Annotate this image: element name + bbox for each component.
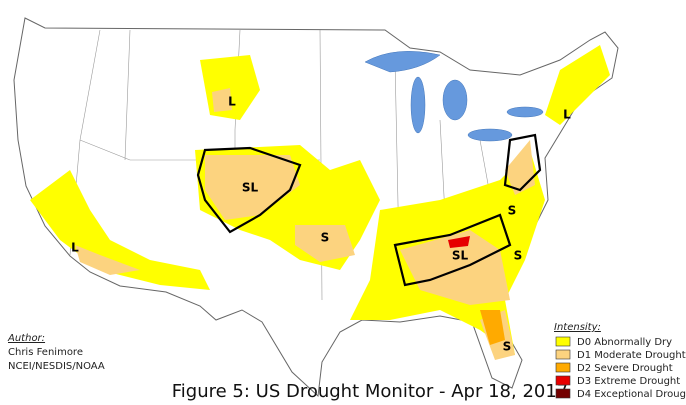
drought-area xyxy=(480,310,505,345)
legend-swatch xyxy=(555,336,571,347)
legend-label: D0 Abnormally Dry xyxy=(577,337,672,348)
impact-label: SL xyxy=(452,249,469,263)
legend-swatch xyxy=(555,349,571,360)
author-org: NCEI/NESDIS/NOAA xyxy=(8,361,105,372)
drought-area xyxy=(400,230,510,305)
drought-area xyxy=(295,225,355,262)
legend-swatch xyxy=(555,388,571,399)
legend-swatch xyxy=(555,362,571,373)
legend: D0 Abnormally Dry D1 Moderate Drought D2 S… xyxy=(555,336,686,400)
legend-label: D4 Exceptional Drought xyxy=(577,389,686,400)
legend-label: D1 Moderate Drought xyxy=(577,350,686,361)
impact-label: S xyxy=(514,249,523,263)
legend-label: D3 Extreme Drought xyxy=(577,376,680,387)
caption: Figure 5: US Drought Monitor - Apr 18, 2… xyxy=(172,381,569,402)
impact-outlines xyxy=(196,133,542,287)
impact-label: S xyxy=(508,204,517,218)
impact-label: L xyxy=(228,95,236,109)
drought-area xyxy=(30,170,210,290)
drought-area xyxy=(75,245,140,275)
drought-area xyxy=(448,236,470,248)
drought-area xyxy=(212,88,232,112)
impact-label: SL xyxy=(242,181,259,195)
drought-area xyxy=(205,155,300,220)
author-heading: Author: xyxy=(7,333,45,344)
impact-label: L xyxy=(563,108,571,122)
drought-area xyxy=(545,45,610,125)
author-name: Chris Fenimore xyxy=(8,347,83,358)
impact-label: L xyxy=(71,241,79,255)
impact-label: S xyxy=(321,231,330,245)
legend-swatch xyxy=(555,375,571,386)
drought-areas xyxy=(30,45,610,360)
legend-label: D2 Severe Drought xyxy=(577,363,673,374)
legend-title: Intensity: xyxy=(554,322,601,333)
great-lakes xyxy=(364,51,544,142)
impact-label: S xyxy=(503,340,512,354)
